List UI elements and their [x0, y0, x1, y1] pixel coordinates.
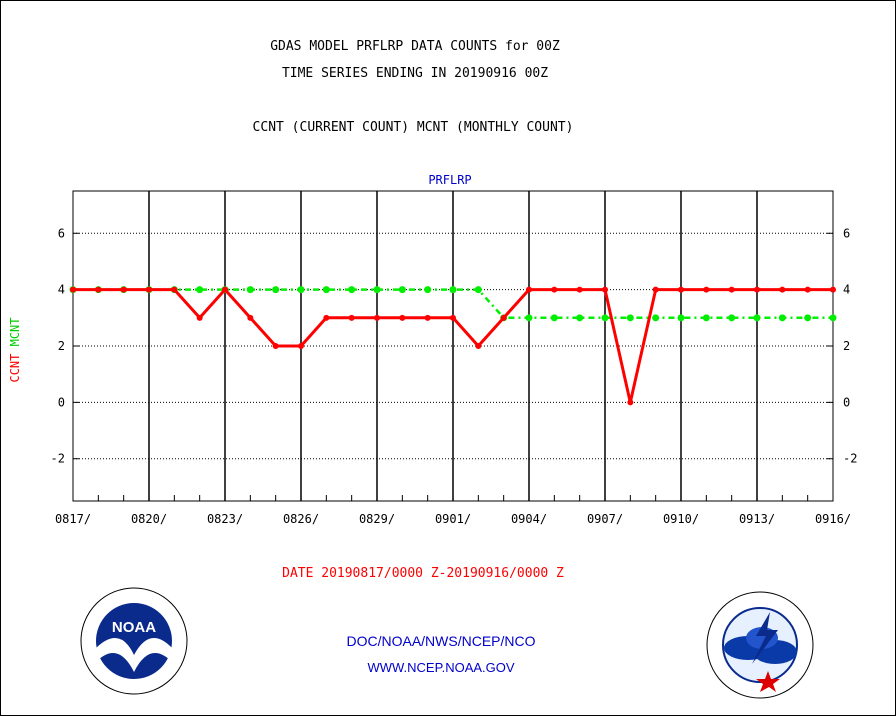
ccnt-point: [500, 314, 507, 321]
x-tick-label: 0910/: [663, 512, 699, 526]
ccnt-point: [95, 286, 102, 293]
ccnt-point: [450, 314, 456, 321]
mcnt-point: [576, 314, 584, 322]
mcnt-point: [424, 286, 432, 294]
y-tick-label-right: 4: [843, 283, 850, 297]
mcnt-point: [474, 286, 482, 294]
ccnt-point: [576, 286, 583, 293]
y-tick-label-right: 2: [843, 339, 850, 353]
y-tick-label-left: 2: [58, 339, 65, 353]
mcnt-point: [525, 314, 533, 322]
y-tick-label-right: 6: [843, 226, 850, 240]
mcnt-point: [829, 314, 837, 322]
ccnt-point: [298, 343, 304, 349]
x-tick-label: 0916/: [815, 512, 851, 526]
mcnt-point: [550, 314, 558, 322]
ccnt-point: [399, 314, 406, 321]
x-tick-label: 0826/: [283, 512, 319, 526]
y-tick-label-left: 4: [58, 283, 65, 297]
mcnt-point: [322, 286, 330, 294]
grid-layer: [72, 190, 834, 502]
ccnt-point: [70, 286, 76, 293]
ccnt-point: [703, 286, 710, 293]
ccnt-point: [602, 286, 608, 293]
mcnt-point: [449, 286, 457, 294]
plot-title: PRFLRP: [428, 173, 471, 187]
ccnt-point: [374, 314, 380, 321]
ccnt-point: [323, 314, 330, 321]
chart-title-line2: TIME SERIES ENDING IN 20190916 00Z: [281, 66, 549, 81]
x-tick-label: 0907/: [587, 512, 623, 526]
mcnt-point: [246, 286, 254, 294]
x-tick-label: 0901/: [435, 512, 471, 526]
mcnt-point: [677, 314, 685, 322]
mcnt-point: [373, 286, 381, 294]
y-axis-label: CCNT MCNT: [8, 317, 22, 382]
ccnt-point: [475, 343, 482, 349]
x-tick-label: 0829/: [359, 512, 395, 526]
ccnt-point: [247, 314, 254, 321]
ccnt-point: [222, 286, 228, 293]
nws-logo: [706, 591, 814, 699]
mcnt-point: [652, 314, 660, 322]
mcnt-point: [297, 286, 305, 294]
ccnt-point: [120, 286, 127, 293]
ccnt-point: [754, 286, 760, 293]
ccnt-point: [272, 343, 279, 349]
date-range: DATE 20190817/0000 Z-20190916/0000 Z: [282, 566, 564, 581]
mcnt-point: [348, 286, 356, 294]
mcnt-point: [626, 314, 634, 322]
ccnt-point: [196, 314, 203, 321]
y-tick-label-right: -2: [843, 452, 857, 466]
ccnt-point: [652, 286, 659, 293]
mcnt-point: [702, 314, 710, 322]
chart-title-line1: GDAS MODEL PRFLRP DATA COUNTS for 00Z: [270, 39, 560, 54]
ccnt-point: [678, 286, 684, 293]
y-tick-label-left: 6: [58, 226, 65, 240]
mcnt-point: [753, 314, 761, 322]
x-tick-label: 0913/: [739, 512, 775, 526]
x-tick-label: 0820/: [131, 512, 167, 526]
mcnt-point: [728, 314, 736, 322]
noaa-logo-text: NOAA: [112, 619, 156, 636]
ccnt-point: [424, 314, 431, 321]
series-layer: [69, 286, 837, 406]
mcnt-point: [196, 286, 204, 294]
y-axis-label-mcnt: MCNT: [8, 317, 22, 346]
y-tick-label-left: 0: [58, 395, 65, 409]
ccnt-point: [779, 286, 786, 293]
ccnt-point: [551, 286, 558, 293]
y-tick-label-left: -2: [51, 452, 65, 466]
ccnt-point: [171, 286, 178, 293]
ccnt-point: [348, 314, 355, 321]
mcnt-point: [398, 286, 406, 294]
y-tick-label-right: 0: [843, 395, 850, 409]
agency-text: DOC/NOAA/NWS/NCEP/NCO: [346, 633, 536, 649]
x-tick-label: 0904/: [511, 512, 547, 526]
mcnt-point: [601, 314, 609, 322]
noaa-logo: NOAA: [80, 587, 188, 695]
ccnt-point: [146, 286, 152, 293]
ccnt-point: [728, 286, 735, 293]
mcnt-point: [804, 314, 812, 322]
ccnt-point: [830, 286, 836, 293]
ccnt-point: [526, 286, 532, 293]
ccnt-point: [627, 399, 634, 406]
chart-subtitle: CCNT (CURRENT COUNT) MCNT (MONTHLY COUNT…: [252, 120, 574, 135]
x-tick-label: 0823/: [207, 512, 243, 526]
mcnt-point: [272, 286, 280, 294]
x-tick-label: 0817/: [55, 512, 91, 526]
y-axis-label-ccnt: CCNT: [8, 354, 22, 383]
website-link[interactable]: WWW.NCEP.NOAA.GOV: [367, 660, 515, 675]
mcnt-point: [778, 314, 786, 322]
ccnt-point: [804, 286, 811, 293]
tick-layer: -2 -2 0 0 2 2 4 4 6 6 0817/0820/0823/0826/0829/090…: [51, 226, 858, 526]
